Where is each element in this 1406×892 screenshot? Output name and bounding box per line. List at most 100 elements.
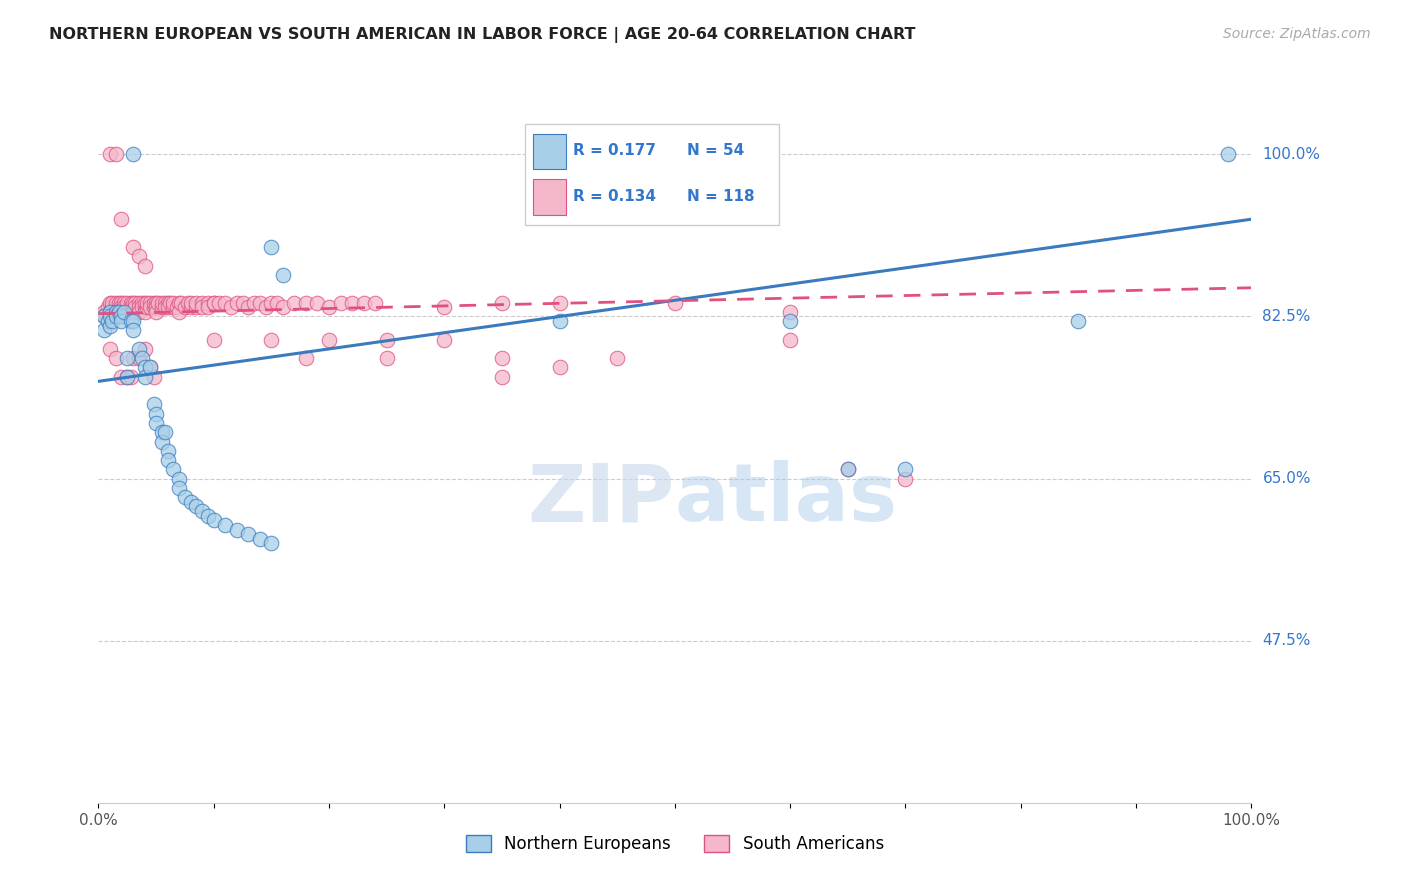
Point — [104, 305, 127, 319]
Point — [97, 314, 120, 328]
Point — [128, 342, 150, 356]
Point — [779, 333, 801, 347]
Point — [120, 314, 142, 328]
Point — [108, 300, 131, 314]
Point — [139, 360, 162, 375]
Point — [110, 295, 132, 310]
Point — [548, 295, 571, 310]
Point — [1067, 314, 1090, 328]
Point — [318, 300, 340, 314]
Point — [145, 407, 167, 421]
Point — [197, 508, 219, 523]
Point — [208, 295, 231, 310]
Point — [894, 462, 917, 476]
Point — [202, 295, 225, 310]
Point — [110, 305, 132, 319]
Point — [167, 472, 190, 486]
Point — [98, 305, 121, 319]
Point — [98, 305, 121, 319]
Point — [375, 333, 398, 347]
Point — [120, 295, 142, 310]
Point — [139, 360, 162, 375]
Point — [110, 310, 132, 324]
Point — [340, 295, 363, 310]
Point — [214, 517, 236, 532]
Point — [318, 333, 340, 347]
Point — [219, 300, 242, 314]
Point — [112, 300, 135, 314]
Point — [110, 212, 132, 227]
Point — [122, 295, 145, 310]
Point — [122, 300, 145, 314]
Point — [134, 295, 156, 310]
Point — [249, 295, 271, 310]
Point — [166, 300, 188, 314]
Point — [295, 295, 318, 310]
Point — [135, 300, 157, 314]
Point — [260, 295, 283, 310]
Text: NORTHERN EUROPEAN VS SOUTH AMERICAN IN LABOR FORCE | AGE 20-64 CORRELATION CHART: NORTHERN EUROPEAN VS SOUTH AMERICAN IN L… — [49, 27, 915, 43]
Point — [98, 295, 121, 310]
Point — [135, 295, 157, 310]
Point — [197, 295, 219, 310]
Text: ZIP: ZIP — [527, 460, 675, 539]
Point — [134, 360, 156, 375]
Point — [180, 300, 202, 314]
Point — [98, 342, 121, 356]
Point — [606, 351, 628, 366]
Point — [364, 295, 387, 310]
Point — [162, 300, 184, 314]
Point — [142, 295, 165, 310]
Point — [260, 333, 283, 347]
Point — [117, 305, 139, 319]
Point — [139, 295, 162, 310]
Point — [98, 147, 121, 161]
Point — [779, 305, 801, 319]
Point — [128, 249, 150, 263]
Point — [202, 513, 225, 527]
Point — [329, 295, 352, 310]
Point — [134, 342, 156, 356]
Point — [128, 300, 150, 314]
Point — [104, 295, 127, 310]
Point — [108, 305, 131, 319]
Point — [117, 300, 139, 314]
Point — [491, 295, 513, 310]
Point — [266, 295, 288, 310]
Point — [104, 147, 127, 161]
Point — [177, 295, 200, 310]
Point — [167, 295, 190, 310]
Point — [202, 333, 225, 347]
Point — [307, 295, 329, 310]
Text: 82.5%: 82.5% — [1263, 309, 1310, 324]
Point — [112, 295, 135, 310]
Point — [174, 300, 197, 314]
Point — [260, 240, 283, 254]
Point — [122, 351, 145, 366]
Point — [122, 305, 145, 319]
Point — [112, 305, 135, 319]
Point — [159, 295, 181, 310]
Point — [197, 300, 219, 314]
Point — [167, 305, 190, 319]
Point — [124, 295, 146, 310]
Point — [110, 314, 132, 328]
Point — [139, 300, 162, 314]
Point — [186, 300, 208, 314]
Point — [93, 305, 115, 319]
Point — [131, 351, 153, 366]
Point — [104, 305, 127, 319]
Point — [894, 472, 917, 486]
Point — [155, 295, 177, 310]
Point — [837, 462, 859, 476]
Point — [433, 333, 456, 347]
Point — [104, 300, 127, 314]
Point — [295, 351, 318, 366]
Point — [104, 351, 127, 366]
Point — [1218, 147, 1240, 161]
Point — [128, 295, 150, 310]
Point — [191, 295, 214, 310]
Point — [156, 443, 179, 458]
Point — [101, 295, 124, 310]
Point — [142, 369, 165, 384]
